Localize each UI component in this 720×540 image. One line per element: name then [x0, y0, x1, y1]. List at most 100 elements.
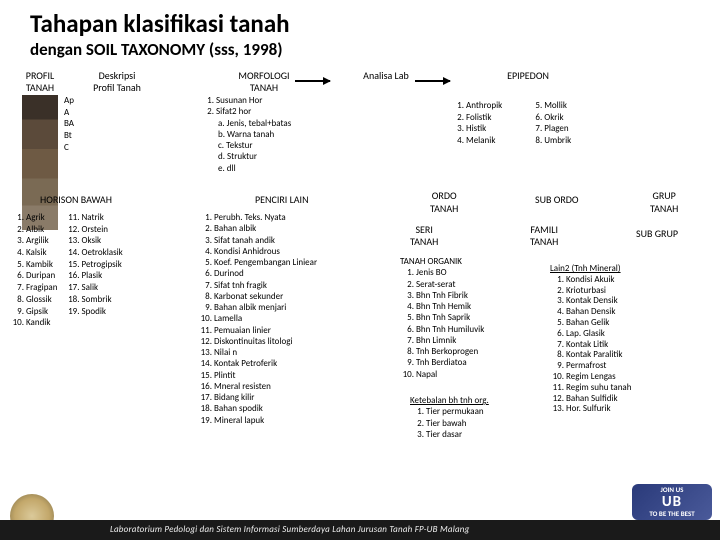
slide-subtitle: dengan SOIL TAXONOMY (sss, 1998)	[0, 39, 720, 64]
penciri-list: 1.Perubh. Teks. Nyata2.Bahan albik3.Sifa…	[198, 212, 378, 426]
list-item: 2.Bahan albik	[198, 223, 378, 234]
hb-14: Oetroklasik	[81, 247, 122, 258]
list-item: 10.Lamella	[198, 313, 378, 324]
morf-2: Sifat2 hor	[216, 106, 251, 117]
list-item-label: Kondisi Akuik	[566, 274, 614, 285]
epi-l-1: Anthropik	[466, 100, 502, 111]
list-item: 8.Tnh Berkoprogen	[400, 346, 530, 357]
list-item-label: Lap. Glasik	[566, 328, 605, 339]
list-item: 8.Karbonat sekunder	[198, 291, 378, 302]
ket-2: Tier bawah	[426, 418, 466, 429]
list-item: 4.Bhn Tnh Hemik	[400, 301, 530, 312]
epipedon-list: 1.Anthropik 2.Folistik 3.Histik 4.Melani…	[450, 100, 571, 147]
hb-8: Glossik	[26, 294, 52, 305]
hb-15: Petrogipsik	[81, 259, 121, 270]
horizon-a: A	[64, 107, 74, 119]
list-item-label: Kondisi Anhidrous	[214, 246, 280, 257]
list-item-label: Bahan Densik	[566, 306, 615, 317]
list-item-label: Permafrost	[566, 360, 606, 371]
list-item-label: Kontak Paralitik	[566, 349, 623, 360]
hb-18: Sombrik	[81, 294, 111, 305]
list-item: 6.Durinod	[198, 268, 378, 279]
list-item: 1.Jenis BO	[400, 267, 530, 278]
list-item: 5.Koef. Pengembangan Liniear	[198, 257, 378, 268]
hdr-horison-bawah: HORISON BAWAH	[40, 193, 112, 206]
list-item-label: Kontak Petroferik	[214, 358, 277, 369]
list-item-label: Bahan Sulfidik	[566, 393, 618, 404]
list-item-label: Bahan Gelik	[566, 317, 609, 328]
epi-r-4: Umbrik	[544, 135, 571, 146]
morf-2c: Tekstur	[226, 140, 252, 151]
list-item-label: Bhn Limnik	[416, 335, 456, 346]
list-item-label: Bahan albik menjari	[214, 302, 286, 313]
badge-t2: UB	[636, 494, 708, 511]
list-item-label: Bhn Tnh Saprik	[416, 312, 470, 323]
hb-12: Orstein	[81, 224, 108, 235]
list-item-label: Mneral resisten	[214, 381, 271, 392]
horizon-ba: BA	[64, 118, 74, 130]
list-item: 7.Sifat tnh fragik	[198, 280, 378, 291]
list-item-label: Regim Lengas	[566, 371, 616, 382]
list-item-label: Durinod	[214, 268, 244, 279]
hdr-grup: GRUP TANAH	[650, 189, 678, 215]
list-item-label: Kontak Densik	[566, 295, 618, 306]
hdr-seri: SERI TANAH	[410, 224, 438, 247]
list-item: 7.Bhn Limnik	[400, 335, 530, 346]
list-item-label: Diskontinuitas litologi	[214, 336, 293, 347]
list-item-label: Tnh Berkoprogen	[416, 346, 478, 357]
list-item: 18.Bahan spodik	[198, 403, 378, 414]
list-item: 3.Bhn Tnh Fibrik	[400, 290, 530, 301]
list-item-label: Perubh. Teks. Nyata	[214, 212, 286, 223]
list-item: 9.Tnh Berdiatoa	[400, 357, 530, 368]
hb-4: Kalsik	[26, 247, 47, 258]
list-item-label: Serat-serat	[416, 279, 455, 290]
list-item-label: Plintit	[214, 370, 235, 381]
hb-2: Albik	[26, 224, 44, 235]
soil-profile-image	[22, 95, 58, 230]
ketebalan-block: Ketebalan bh tnh org. 1.Tier permukaan 2…	[410, 395, 489, 440]
morf-2b: Warna tanah	[227, 129, 274, 140]
hdr-famili: FAMILI TANAH	[530, 224, 558, 247]
list-item-label: Kontak Litik	[566, 339, 608, 350]
list-item: 16.Mneral resisten	[198, 381, 378, 392]
horizon-labels: Ap A BA Bt C	[64, 95, 74, 153]
hdr-subgrup: SUB GRUP	[636, 228, 678, 240]
morf-2d: Struktur	[227, 151, 257, 162]
list-item: 12.Diskontinuitas litologi	[198, 336, 378, 347]
organik-block: TANAH ORGANIK 1.Jenis BO2.Serat-serat3.B…	[400, 256, 530, 380]
list-item: 11.Pemuaian linier	[198, 325, 378, 336]
hb-5: Kambik	[26, 259, 53, 270]
list-item-label: Bhn Tnh Fibrik	[416, 290, 468, 301]
hb-6: Duripan	[26, 270, 55, 281]
list-item-label: Regim suhu tanah	[566, 382, 631, 393]
hdr-analisa: Analisa Lab	[346, 70, 426, 82]
morfologi-list: 1.Susunan Hor 2.Sifat2 hor a. Jenis, teb…	[200, 95, 370, 174]
list-item-label: Bahan albik	[214, 223, 256, 234]
horizon-bt: Bt	[64, 130, 74, 142]
hb-3: Argilik	[26, 235, 49, 246]
list-item-label: Bhn Tnh Humiluvik	[416, 324, 484, 335]
list-item-label: Jenis BO	[416, 267, 447, 278]
ket-3: Tier dasar	[426, 429, 462, 440]
list-item: 2.Serat-serat	[400, 279, 530, 290]
list-item: 13.Hor. Sulfurik	[550, 404, 710, 415]
list-item: 19.Mineral lapuk	[198, 415, 378, 426]
epi-l-3: Histik	[466, 123, 486, 134]
list-item: 14.Kontak Petroferik	[198, 358, 378, 369]
list-item-label: Sifat tnh fragik	[214, 280, 267, 291]
horizon-c: C	[64, 142, 74, 154]
list-item-label: Sifat tanah andik	[214, 235, 275, 246]
hb-13: Oksik	[81, 235, 101, 246]
mineral-block: Lain2 (Tnh Mineral) 1.Kondisi Akuik2.Kri…	[550, 264, 710, 415]
ket-1: Tier permukaan	[426, 406, 484, 417]
arrow-icon	[415, 80, 450, 82]
list-item: 3.Sifat tanah andik	[198, 235, 378, 246]
hb-16: Plasik	[81, 270, 102, 281]
epi-l-4: Melanik	[466, 135, 495, 146]
list-item-label: Krioturbasi	[566, 285, 606, 296]
list-item-label: Bahan spodik	[214, 403, 263, 414]
hdr-profil: PROFIL TANAH	[10, 70, 70, 93]
hdr-penciri: PENCIRI LAIN	[255, 193, 309, 206]
arrow-icon	[295, 80, 330, 82]
list-item: 15.Plintit	[198, 370, 378, 381]
